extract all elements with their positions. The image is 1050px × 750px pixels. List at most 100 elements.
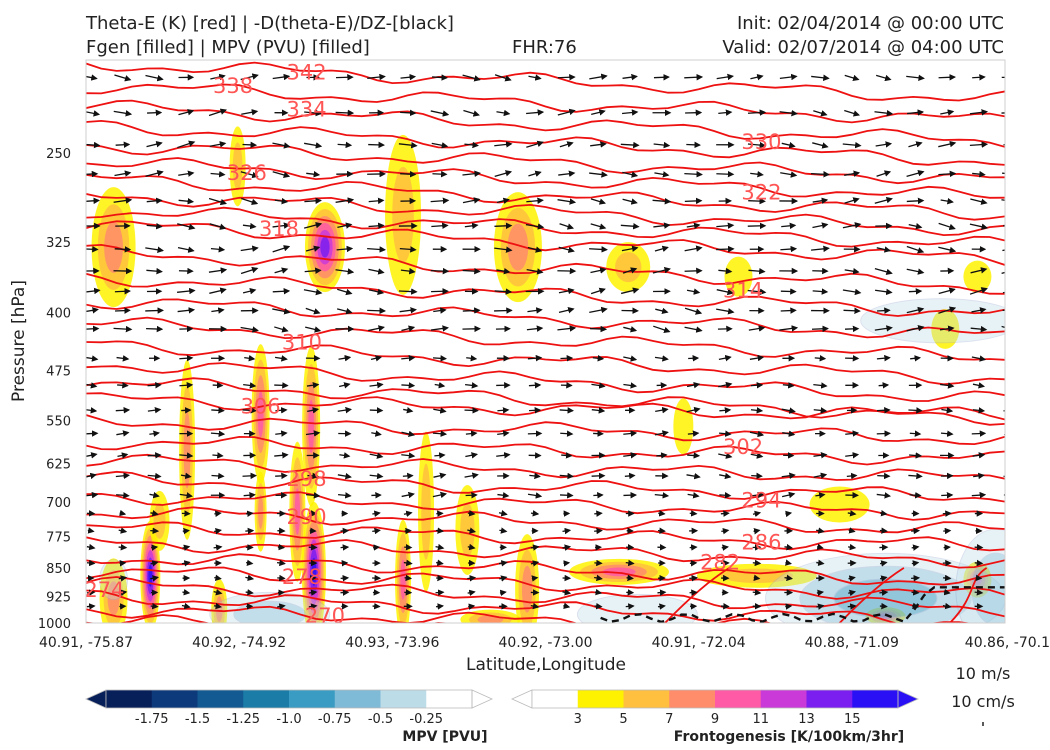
wind-vector — [874, 325, 893, 332]
wind-vector — [624, 472, 636, 480]
wind-vector — [719, 472, 732, 480]
wind-vector — [367, 246, 387, 253]
wind-vector — [494, 288, 513, 295]
colorbar-tick-label: -1.5 — [185, 712, 210, 727]
wind-vector — [716, 308, 735, 315]
wind-vector — [910, 355, 922, 362]
wind-vector — [561, 452, 573, 459]
colorbar-swatch — [577, 690, 624, 708]
wind-vector — [621, 245, 639, 252]
wind-vector — [467, 543, 476, 551]
wind-vector — [398, 141, 418, 149]
wind-vector — [750, 74, 764, 81]
wind-vector — [848, 589, 857, 597]
theta-e-contour — [86, 298, 1005, 339]
wind-vector — [1006, 530, 1013, 531]
wind-vector — [558, 246, 575, 253]
wind-vector — [151, 544, 159, 551]
x-tick-label: 40.86, -70.1 — [965, 635, 1050, 651]
wind-vector — [86, 543, 96, 551]
wind-vector — [716, 288, 734, 296]
wind-vector — [213, 602, 223, 610]
wind-vector — [971, 355, 987, 362]
y-tick-label: 700 — [46, 496, 71, 511]
wind-vector — [338, 492, 352, 499]
theta-e-contour — [838, 567, 905, 623]
wind-vector — [462, 170, 481, 177]
wind-vector — [304, 142, 323, 149]
wind-vector — [368, 197, 385, 205]
wind-vector — [906, 74, 925, 82]
wind-vector — [940, 109, 955, 116]
wind-vector — [938, 140, 957, 148]
theta-e-contour — [86, 491, 1005, 521]
x-tick-label: 40.92, -74.92 — [192, 635, 286, 651]
wind-vector — [304, 197, 322, 205]
wind-vector — [654, 171, 670, 178]
colorbar-swatch — [106, 690, 153, 708]
wind-vector — [879, 527, 888, 534]
wind-vector — [1003, 475, 1005, 478]
wind-vector — [938, 306, 957, 314]
colorbar-swatch — [334, 690, 381, 708]
wind-vector — [974, 589, 984, 596]
wind-vector — [304, 267, 322, 274]
wind-vector — [781, 222, 797, 230]
wind-vector — [241, 197, 259, 206]
wind-vector — [589, 171, 608, 178]
wind-vector — [367, 307, 386, 315]
wind-vector — [718, 354, 732, 362]
wind-vector — [400, 109, 417, 117]
theta-e-label: 338 — [213, 74, 253, 98]
theta-e-contour — [86, 316, 1005, 361]
wind-vector — [971, 491, 987, 499]
wind-vector — [781, 472, 796, 479]
wind-vector — [718, 109, 733, 116]
colorbar-tick-label: -1.25 — [226, 712, 260, 727]
wind-vector — [182, 544, 191, 551]
wind-vector — [146, 267, 163, 275]
wind-vector — [494, 74, 512, 82]
wind-vector — [716, 73, 734, 81]
wind-vector — [975, 574, 983, 582]
wind-vector — [874, 109, 894, 117]
wind-vector — [812, 197, 829, 204]
wind-vector — [938, 170, 957, 178]
theta-e-label: 298 — [287, 467, 327, 491]
colorbar-swatch — [760, 690, 807, 708]
wind-vector — [399, 307, 417, 314]
wind-vector — [654, 355, 669, 362]
wind-vector — [877, 407, 891, 414]
wind-vector — [559, 141, 574, 148]
wind-vector — [969, 223, 989, 230]
theta-e-contour — [86, 61, 1005, 102]
wind-vector — [591, 407, 606, 414]
wind-vector — [590, 198, 607, 205]
theta-e-label: 326 — [227, 161, 267, 185]
theta-e-label: 274 — [84, 578, 124, 602]
wind-vector — [622, 267, 638, 274]
wind-vector — [908, 407, 923, 414]
wind-vector — [467, 589, 476, 597]
y-axis-ticks: 250 325 400 475 550 625 700 775 850 925 1000 — [38, 147, 71, 632]
wind-vector — [686, 288, 701, 295]
colorbar-tick-label: -0.25 — [409, 712, 443, 727]
y-tick-label: 250 — [46, 147, 71, 162]
wind-vector — [211, 307, 225, 314]
wind-vector — [181, 602, 191, 610]
wind-vector — [559, 223, 575, 230]
wind-vector — [146, 222, 163, 230]
wind-vector — [337, 406, 353, 414]
wind-vector — [938, 287, 956, 295]
wind-vector — [684, 267, 703, 275]
wind-vector — [720, 510, 730, 517]
wind-vector — [686, 141, 701, 149]
wind-vector — [240, 171, 259, 179]
wind-vector — [336, 245, 354, 253]
plot-frame — [85, 59, 1006, 624]
wind-vector — [274, 197, 289, 205]
wind-vector — [400, 267, 416, 275]
wind-vector — [749, 491, 765, 499]
wind-vector — [907, 109, 925, 116]
wind-vector — [435, 543, 445, 551]
